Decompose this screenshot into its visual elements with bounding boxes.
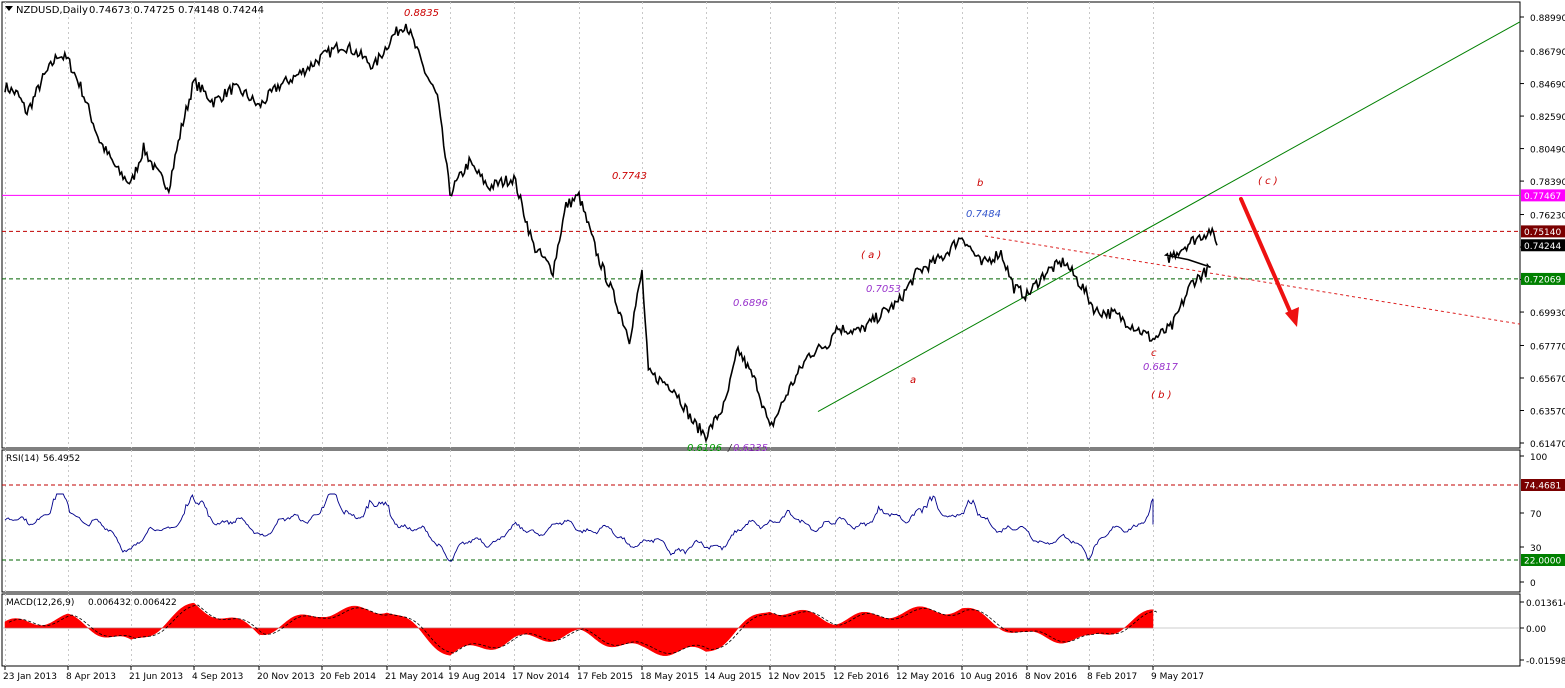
macd-panel[interactable] <box>1 593 1521 667</box>
macd-axis-tick-label: 0.00 <box>1526 625 1546 635</box>
ohlc-values: 0.74673 0.74725 0.74148 0.74244 <box>89 5 264 16</box>
macd-current: 0.006432 0.006422 <box>88 598 177 608</box>
rsi-title: RSI(14) <box>6 454 39 464</box>
price-annotation: / <box>727 443 733 454</box>
price-panel[interactable] <box>1 1 1521 449</box>
price-level-tag-label: 0.77467 <box>1524 192 1561 202</box>
price-axis-tick-label: 0.69930 <box>1530 309 1565 319</box>
time-axis-tick-label: 9 May 2017 <box>1151 672 1204 682</box>
falling-trendline <box>984 235 1521 325</box>
price-axis-tick-label: 0.78390 <box>1530 178 1565 188</box>
time-axis-tick-label: 8 Apr 2013 <box>66 672 116 682</box>
price-axis-tick-label: 0.65670 <box>1530 375 1565 385</box>
rsi-axis-tick-label: 0 <box>1530 579 1536 589</box>
symbol-menu-icon[interactable] <box>5 6 13 11</box>
grid-layer <box>5 2 1154 666</box>
price-axis-tick-label: 0.84690 <box>1530 81 1565 91</box>
time-axis-tick-label: 20 Nov 2013 <box>257 672 315 682</box>
time-axis-tick-label: 18 May 2015 <box>640 672 699 682</box>
time-axis-tick-label: 12 Feb 2016 <box>833 672 889 682</box>
time-axis-tick-label: 8 Feb 2017 <box>1087 672 1137 682</box>
price-axis-tick-label: 0.76230 <box>1530 212 1565 222</box>
rsi-layer <box>4 493 1154 562</box>
price-level-tag <box>1521 225 1565 238</box>
price-annotation: 0.8835 <box>404 8 439 19</box>
time-axis-tick-label: 4 Sep 2013 <box>192 672 243 682</box>
macd-axis-tick-label: -0.015985 <box>1526 657 1565 667</box>
symbol-label: NZDUSD,Daily <box>16 5 88 16</box>
price-annotation: ( c ) <box>1258 176 1278 187</box>
forecast-arrow-shaft <box>1239 197 1294 318</box>
price-axis-tick-label: 0.67770 <box>1530 342 1565 352</box>
price-annotation: 0.6817 <box>1143 362 1179 373</box>
price-annotation: 0.6896 <box>733 298 768 309</box>
price-axis-tick-label: 0.63570 <box>1530 407 1565 417</box>
price-annotation: 0.6196 <box>687 443 722 454</box>
time-axis-tick-label: 21 Jun 2013 <box>129 672 183 682</box>
macd-axis-tick-label: 0.013614 <box>1526 599 1565 609</box>
time-axis-tick-label: 17 Feb 2015 <box>577 672 633 682</box>
time-axis-tick-label: 12 May 2016 <box>896 672 955 682</box>
price-level-tag-label: 0.75140 <box>1524 228 1561 238</box>
price-annotation: 0.7484 <box>966 209 1001 220</box>
macd-signal-line <box>8 604 1158 654</box>
rsi-series-line <box>4 493 1154 562</box>
price-axis-tick-label: 0.88990 <box>1530 14 1565 24</box>
time-axis-tick-label: 23 Jan 2013 <box>3 672 57 682</box>
price-level-tag <box>1521 189 1565 202</box>
rsi-level-tag <box>1521 479 1565 491</box>
rsi-axis-tick-label: 100 <box>1530 453 1547 463</box>
price-annotation: a <box>910 375 916 386</box>
annotations-layer: 0.8835 0.7743 0.6896 0.6196 /0.6235 0.7053 0.7… <box>404 8 1278 454</box>
price-level-tag <box>1521 239 1565 252</box>
price-annotation: ( a ) <box>861 250 881 261</box>
trend-layer <box>817 21 1521 413</box>
price-annotation: 0.6235 <box>733 443 768 454</box>
rsi-axis-tick-label: 70 <box>1530 510 1542 520</box>
macd-histogram <box>4 602 1154 656</box>
price-annotation: ( b ) <box>1151 390 1172 401</box>
axis-layer: 0.88990 0.86790 0.84690 0.82590 0.80490 0.783… <box>3 14 1565 682</box>
time-axis-tick-label: 19 Aug 2014 <box>448 672 506 682</box>
price-layer <box>4 23 1218 444</box>
rising-trendline <box>817 21 1521 413</box>
rsi-panel[interactable] <box>1 449 1521 593</box>
price-axis-tick-label: 0.86790 <box>1530 48 1565 58</box>
time-axis-tick-label: 20 Feb 2014 <box>320 672 376 682</box>
macd-title: MACD(12,26,9) <box>6 598 74 608</box>
macd-layer <box>2 602 1520 656</box>
price-axis-tick-label: 0.82590 <box>1530 113 1565 123</box>
time-axis-tick-label: 12 Nov 2015 <box>768 672 826 682</box>
price-annotation: b <box>977 178 983 189</box>
time-axis-tick-label: 10 Aug 2016 <box>960 672 1018 682</box>
price-annotation: c <box>1151 348 1157 359</box>
price-series-line <box>4 23 1218 444</box>
rsi-level-tag-label: 22.0000 <box>1524 557 1561 567</box>
forecast-arrow-head <box>1285 307 1299 327</box>
price-axis-tick-label: 0.61470 <box>1530 440 1565 450</box>
time-axis-tick-label: 8 Nov 2016 <box>1025 672 1077 682</box>
price-annotation: 0.7743 <box>612 171 647 182</box>
rsi-level-tag <box>1521 554 1565 566</box>
time-axis-tick-label: 21 May 2014 <box>385 672 444 682</box>
time-axis-tick-label: 14 Aug 2015 <box>704 672 762 682</box>
rsi-level-tag-label: 74.4681 <box>1524 482 1561 492</box>
price-level-tag-label: 0.72069 <box>1524 275 1561 285</box>
levels-layer <box>2 194 1520 561</box>
rsi-axis-tick-label: 30 <box>1530 544 1542 554</box>
time-axis-tick-label: 17 Nov 2014 <box>512 672 570 682</box>
price-level-tag <box>1521 272 1565 285</box>
price-annotation: 0.7053 <box>866 284 901 295</box>
price-axis-tick-label: 0.80490 <box>1530 146 1565 156</box>
price-level-tag-label: 0.74244 <box>1524 242 1561 252</box>
rsi-current: 56.4952 <box>43 454 80 464</box>
